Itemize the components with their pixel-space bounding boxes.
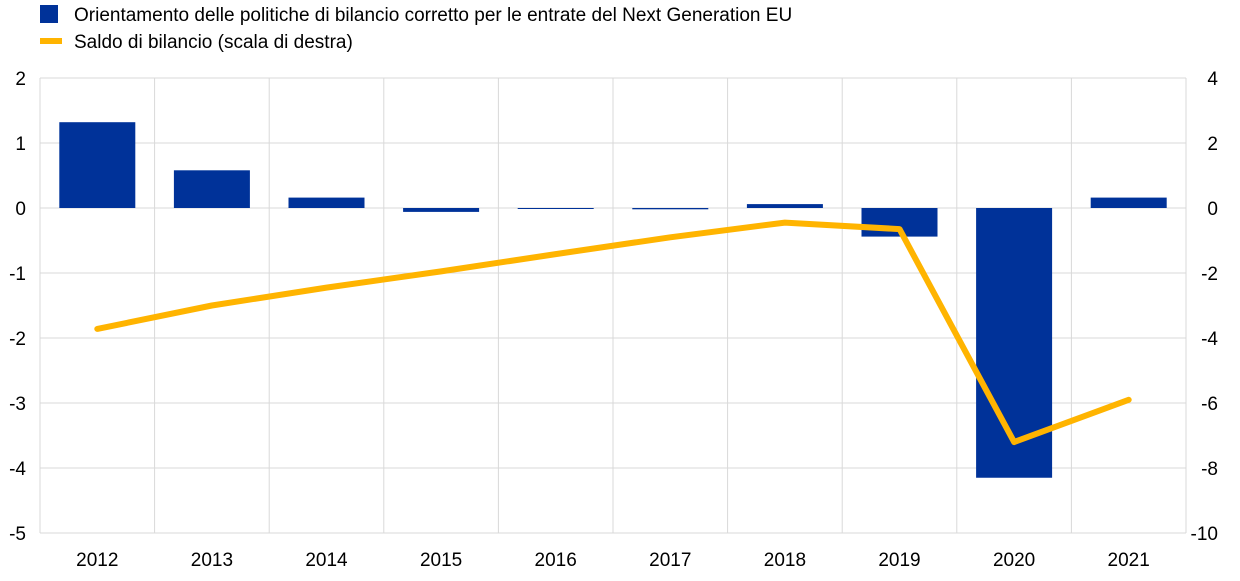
x-tick-label-2014: 2014: [305, 550, 348, 571]
legend-item-bars: Orientamento delle politiche di bilancio…: [40, 5, 792, 26]
x-tick-label-2019: 2019: [878, 550, 920, 571]
left-tick-label: 2: [15, 69, 26, 90]
right-tick-label: -6: [1201, 394, 1218, 415]
x-tick-label-2013: 2013: [191, 550, 233, 571]
legend: Orientamento delle politiche di bilancio…: [40, 5, 792, 53]
right-tick-label: 0: [1207, 199, 1218, 220]
x-tick-label-2020: 2020: [993, 550, 1035, 571]
x-tick-label-2017: 2017: [649, 550, 691, 571]
x-tick-label-2015: 2015: [420, 550, 462, 571]
left-tick-label: -5: [9, 524, 26, 545]
left-tick-label: 0: [15, 199, 26, 220]
legend-label-bars: Orientamento delle politiche di bilancio…: [74, 5, 792, 26]
left-tick-label: -4: [9, 459, 26, 480]
right-tick-label: -8: [1201, 459, 1218, 480]
legend-item-line: Saldo di bilancio (scala di destra): [40, 32, 353, 53]
left-tick-label: -2: [9, 329, 26, 350]
bar-2017: [632, 208, 708, 209]
right-tick-label: -4: [1201, 329, 1218, 350]
left-axis: 2 1 0 -1 -2 -3 -4 -5: [9, 69, 26, 545]
bar-2015: [403, 208, 479, 212]
bar-2014: [289, 198, 365, 208]
x-tick-label-2016: 2016: [535, 550, 577, 571]
right-tick-label: -2: [1201, 264, 1218, 285]
right-tick-label: 4: [1207, 69, 1218, 90]
legend-label-line: Saldo di bilancio (scala di destra): [74, 32, 353, 53]
x-tick-label-2012: 2012: [76, 550, 118, 571]
right-axis: 4 2 0 -2 -4 -6 -8 -10: [1191, 69, 1219, 545]
bar-2013: [174, 170, 250, 208]
bar-2012: [59, 122, 135, 208]
legend-swatch-bar: [40, 5, 58, 23]
bar-2021: [1091, 198, 1167, 208]
x-axis: 2012 2013 2014 2015 2016 2017 2018 2019 2020 2021: [76, 550, 1150, 571]
x-tick-label-2018: 2018: [764, 550, 806, 571]
legend-swatch-line: [40, 38, 62, 44]
x-tick-label-2021: 2021: [1108, 550, 1150, 571]
right-tick-label: -10: [1191, 524, 1218, 545]
bar-2016: [518, 208, 594, 209]
bar-2018: [747, 204, 823, 208]
left-tick-label: -3: [9, 394, 26, 415]
left-tick-label: -1: [9, 264, 26, 285]
left-tick-label: 1: [15, 134, 26, 155]
right-tick-label: 2: [1207, 134, 1218, 155]
